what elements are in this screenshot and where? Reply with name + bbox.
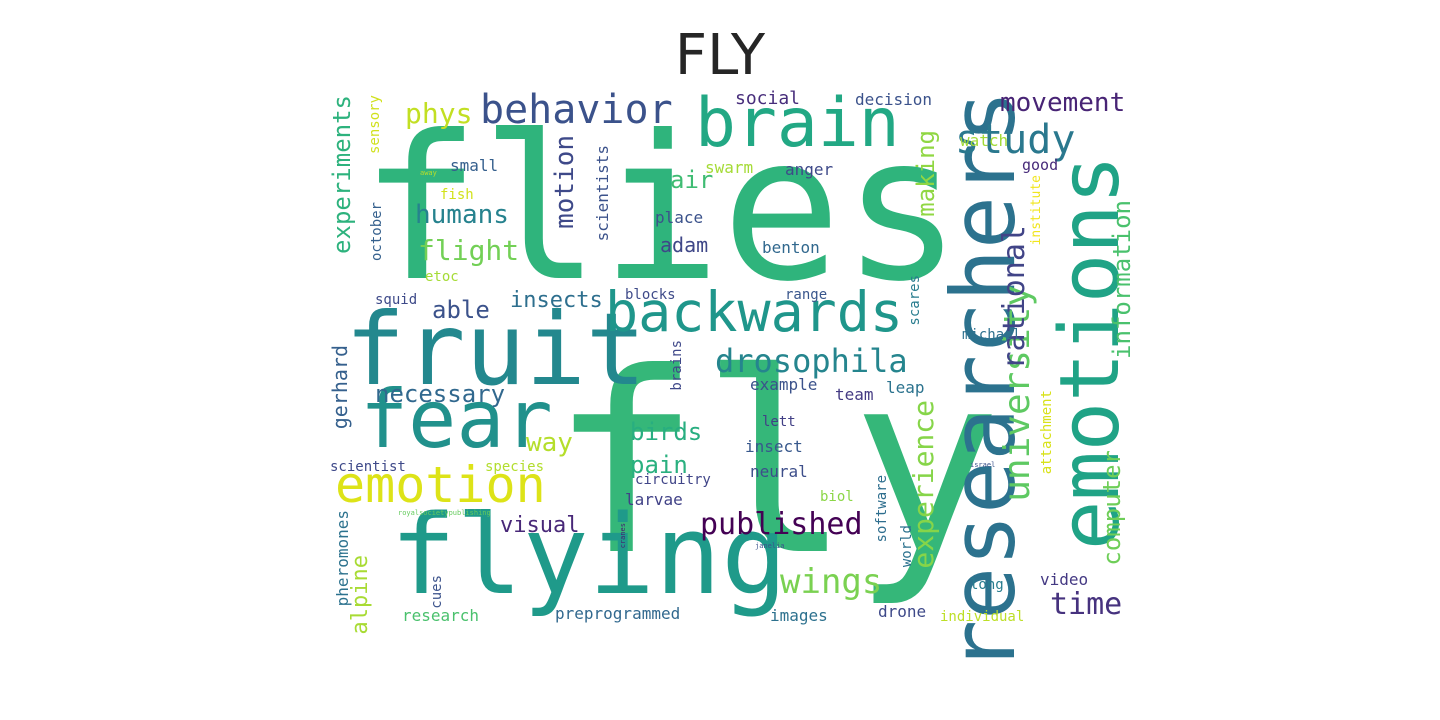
word-fish: fish: [440, 187, 474, 203]
word-small: small: [450, 156, 499, 175]
word-phys: phys: [405, 97, 473, 130]
word-wings: wings: [780, 562, 883, 602]
word-video: video: [1040, 570, 1089, 589]
word-social: social: [735, 88, 801, 109]
word-drosophila: drosophila: [715, 342, 908, 380]
word-good: good: [1022, 156, 1059, 174]
word-able: able: [432, 296, 490, 324]
word-way: way: [526, 428, 573, 458]
word-lett: lett: [762, 414, 796, 430]
word-long: long: [970, 577, 1004, 593]
word-israel: israel: [970, 461, 996, 469]
word-fly: fly: [550, 319, 1002, 610]
word-swarm: swarm: [705, 158, 754, 177]
word-squid: squid: [375, 292, 418, 308]
word-study: study: [955, 117, 1076, 163]
word-preprogrammed: preprogrammed: [555, 604, 681, 623]
word-world: world: [899, 525, 915, 568]
word-behavior: behavior: [480, 87, 673, 133]
word-information: information: [1108, 200, 1136, 359]
word-benton: benton: [762, 238, 820, 257]
word-anger: anger: [785, 160, 834, 179]
word-circuitry: circuitry: [635, 472, 711, 488]
word-institute: institute: [1029, 175, 1044, 246]
word-range: range: [785, 287, 828, 303]
word-drone: drone: [878, 602, 927, 621]
word-sensory: sensory: [367, 95, 383, 155]
word-experiments: experiments: [328, 95, 356, 254]
word-pheromones: pheromones: [333, 510, 352, 607]
word-backwards: backwards: [605, 280, 904, 344]
word-october: october: [369, 202, 385, 262]
word-insect: insect: [745, 437, 803, 456]
word-royalsocietypublishing: royalsocietypublishing: [398, 509, 491, 517]
word-rational: rational: [997, 225, 1032, 370]
page-title: FLY: [674, 23, 766, 88]
word-species: species: [485, 459, 545, 475]
word-watch: watch: [960, 131, 1009, 150]
word-scientist: scientist: [330, 459, 406, 475]
word-cues: cues: [429, 575, 445, 609]
word-brains: brains: [669, 340, 685, 391]
word-individual: individual: [940, 609, 1025, 625]
word-biol: biol: [820, 489, 854, 505]
word-decision: decision: [855, 90, 933, 109]
word-attachment: attachment: [1039, 390, 1055, 475]
word-etoc: etoc: [425, 269, 459, 285]
word-computer: computer: [1098, 450, 1126, 566]
word-flight: flight: [418, 234, 520, 267]
word-research: research: [402, 606, 480, 625]
word-fruit: fruit: [345, 291, 647, 408]
word-flies: flies: [360, 93, 963, 326]
word-humans: humans: [415, 200, 509, 230]
word-making: making: [912, 130, 940, 217]
word-motion: motion: [550, 135, 580, 229]
word-adam: adam: [660, 233, 709, 257]
word-michael: michael: [962, 327, 1022, 343]
word-larvae: larvae: [625, 490, 683, 509]
word-neural: neural: [750, 462, 808, 481]
word-time: time: [1050, 587, 1123, 622]
word-blocks: blocks: [625, 287, 676, 303]
word-away: away: [420, 169, 437, 177]
word-example: example: [750, 375, 818, 394]
word-scientists: scientists: [593, 145, 612, 242]
word-emotion: emotion: [335, 456, 546, 514]
word-movement: movement: [1000, 88, 1126, 118]
word-place: place: [655, 208, 704, 227]
word-janelia: janelia: [755, 542, 785, 550]
word-necessary: necessary: [375, 380, 506, 408]
word-images: images: [770, 606, 828, 625]
word-insects: insects: [510, 288, 603, 313]
word-flying: flying: [390, 491, 788, 619]
word-team: team: [835, 385, 874, 404]
word-alpine: alpine: [348, 555, 373, 635]
word-air: air: [670, 166, 714, 194]
word-cranes: cranes: [619, 523, 627, 549]
word-cloud: flies fly researchers emotions fruit flying fe…: [328, 84, 1150, 673]
word-published: published: [700, 507, 863, 542]
word-birds: birds: [630, 418, 703, 446]
word-gerhard: gerhard: [328, 345, 352, 430]
word-visual: visual: [500, 513, 580, 538]
word-scares: scares: [907, 275, 923, 326]
word-fear: fear: [360, 373, 553, 466]
word-software: software: [874, 475, 890, 543]
word-leap: leap: [886, 378, 925, 397]
word-pain: pain: [630, 451, 688, 479]
word-brain: brain: [695, 84, 900, 163]
